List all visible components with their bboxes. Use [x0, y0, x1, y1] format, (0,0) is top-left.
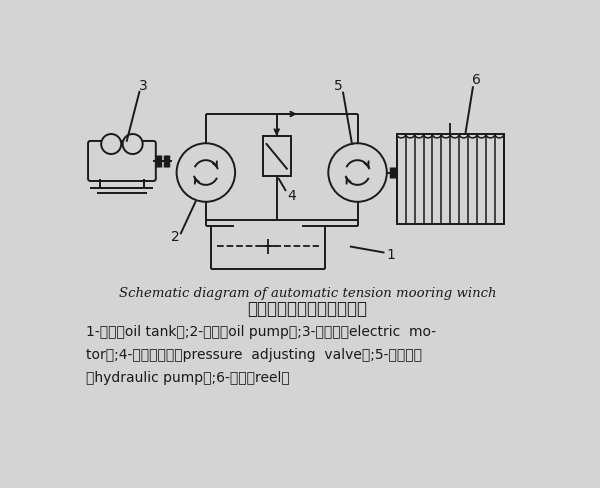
Text: 1: 1	[386, 248, 395, 262]
Text: 自动张力绞缆机原理示意图: 自动张力绞缆机原理示意图	[248, 300, 367, 318]
Text: 3: 3	[139, 79, 148, 93]
Text: 6: 6	[472, 73, 481, 87]
Circle shape	[122, 134, 143, 154]
Text: 2: 2	[170, 230, 179, 244]
Bar	[397, 134, 504, 224]
Text: Schematic diagram of automatic tension mooring winch: Schematic diagram of automatic tension m…	[119, 287, 496, 300]
Text: 1-油笱（oil tank）;2-油泵（oil pump）;3-电动机（electric  mo-: 1-油笱（oil tank）;2-油泵（oil pump）;3-电动机（elec…	[86, 325, 436, 339]
Text: 5: 5	[334, 79, 343, 93]
FancyBboxPatch shape	[88, 141, 156, 181]
Bar	[263, 136, 290, 176]
Text: tor）;4-压力调节阀（pressure  adjusting  valve）;5-液压马达: tor）;4-压力调节阀（pressure adjusting valve）;5…	[86, 348, 422, 362]
Circle shape	[101, 134, 121, 154]
Text: （hydraulic pump）;6-卷筒（reel）: （hydraulic pump）;6-卷筒（reel）	[86, 371, 289, 385]
Text: 4: 4	[288, 189, 296, 203]
